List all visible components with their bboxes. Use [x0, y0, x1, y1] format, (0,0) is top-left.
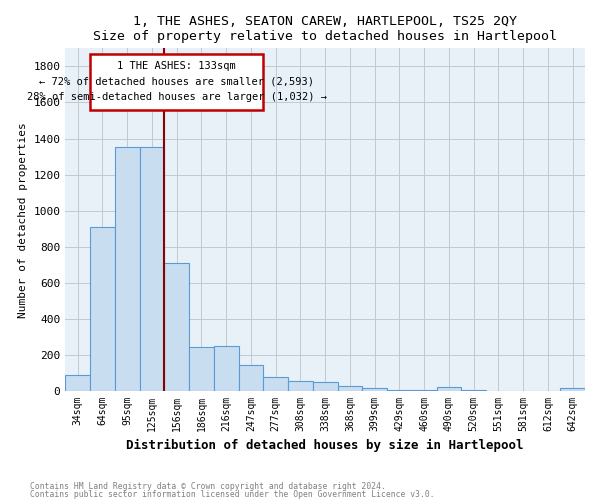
Bar	[437, 388, 461, 391]
Bar	[90, 227, 115, 391]
Text: Contains public sector information licensed under the Open Government Licence v3: Contains public sector information licen…	[30, 490, 434, 499]
Bar	[263, 377, 288, 391]
Bar	[65, 375, 90, 391]
Bar	[412, 390, 437, 391]
Bar	[338, 386, 362, 391]
Bar	[288, 381, 313, 391]
Text: 1 THE ASHES: 133sqm: 1 THE ASHES: 133sqm	[118, 61, 236, 71]
Text: Contains HM Land Registry data © Crown copyright and database right 2024.: Contains HM Land Registry data © Crown c…	[30, 482, 386, 491]
Bar	[387, 390, 412, 391]
Bar	[115, 146, 140, 391]
X-axis label: Distribution of detached houses by size in Hartlepool: Distribution of detached houses by size …	[127, 440, 524, 452]
Bar	[90, 54, 263, 110]
Text: 28% of semi-detached houses are larger (1,032) →: 28% of semi-detached houses are larger (…	[27, 92, 327, 102]
Bar	[214, 346, 239, 391]
Bar	[560, 388, 585, 391]
Title: 1, THE ASHES, SEATON CAREW, HARTLEPOOL, TS25 2QY
Size of property relative to de: 1, THE ASHES, SEATON CAREW, HARTLEPOOL, …	[93, 15, 557, 43]
Bar	[189, 347, 214, 391]
Bar	[140, 146, 164, 391]
Bar	[313, 382, 338, 391]
Text: ← 72% of detached houses are smaller (2,593): ← 72% of detached houses are smaller (2,…	[39, 76, 314, 86]
Bar	[164, 263, 189, 391]
Bar	[239, 366, 263, 391]
Bar	[461, 390, 486, 391]
Y-axis label: Number of detached properties: Number of detached properties	[18, 122, 28, 318]
Bar	[362, 388, 387, 391]
